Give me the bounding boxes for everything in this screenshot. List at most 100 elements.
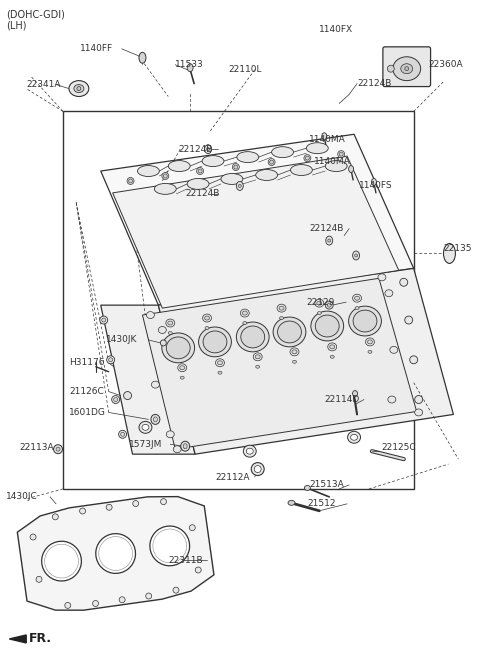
Text: 1140FX: 1140FX (319, 25, 353, 35)
Ellipse shape (142, 424, 149, 430)
Ellipse shape (234, 165, 238, 169)
Ellipse shape (203, 314, 212, 322)
Ellipse shape (80, 508, 85, 514)
Text: 21512: 21512 (307, 500, 336, 508)
Ellipse shape (256, 170, 277, 180)
Ellipse shape (279, 317, 284, 319)
Ellipse shape (133, 501, 139, 507)
Polygon shape (143, 278, 417, 449)
Ellipse shape (180, 441, 190, 451)
Ellipse shape (288, 500, 295, 505)
Ellipse shape (348, 432, 360, 443)
Ellipse shape (368, 340, 372, 344)
Ellipse shape (317, 311, 321, 315)
Text: 1140FF: 1140FF (80, 44, 113, 54)
Ellipse shape (256, 365, 260, 368)
Ellipse shape (355, 296, 360, 300)
Ellipse shape (158, 326, 166, 334)
Text: 1140FS: 1140FS (359, 182, 393, 191)
Text: 22112A: 22112A (215, 473, 250, 481)
Ellipse shape (277, 304, 286, 312)
Ellipse shape (160, 340, 166, 346)
Ellipse shape (240, 309, 249, 317)
Text: 22124B: 22124B (185, 189, 219, 199)
Ellipse shape (387, 65, 394, 72)
Ellipse shape (107, 356, 115, 364)
Text: FR.: FR. (29, 633, 52, 645)
Text: 1430JK: 1430JK (106, 336, 137, 344)
Ellipse shape (236, 182, 243, 191)
Ellipse shape (217, 360, 222, 365)
Ellipse shape (180, 376, 184, 379)
Ellipse shape (173, 446, 181, 453)
Ellipse shape (353, 251, 360, 260)
Ellipse shape (385, 290, 393, 296)
Ellipse shape (168, 321, 173, 325)
Ellipse shape (327, 303, 331, 307)
Ellipse shape (372, 178, 376, 185)
Ellipse shape (393, 57, 420, 80)
Ellipse shape (119, 597, 125, 603)
Text: 22129: 22129 (306, 298, 335, 307)
Ellipse shape (305, 156, 310, 160)
Ellipse shape (42, 541, 82, 581)
Text: 22110L: 22110L (228, 65, 262, 74)
Ellipse shape (106, 504, 112, 510)
Ellipse shape (216, 358, 225, 367)
Ellipse shape (120, 432, 125, 436)
Ellipse shape (304, 155, 311, 161)
Ellipse shape (127, 178, 134, 184)
Polygon shape (158, 268, 454, 454)
Ellipse shape (183, 444, 187, 449)
Ellipse shape (353, 390, 358, 396)
Text: 22124B: 22124B (357, 79, 391, 88)
Ellipse shape (328, 239, 331, 242)
Text: 22135: 22135 (444, 244, 472, 253)
Ellipse shape (255, 355, 260, 358)
Ellipse shape (241, 326, 264, 348)
Ellipse shape (178, 364, 187, 372)
Ellipse shape (239, 184, 241, 187)
Ellipse shape (268, 159, 275, 166)
Ellipse shape (151, 415, 160, 424)
Ellipse shape (166, 431, 174, 438)
Ellipse shape (150, 526, 190, 565)
Ellipse shape (74, 85, 84, 93)
Ellipse shape (444, 244, 456, 263)
Ellipse shape (348, 306, 382, 336)
Ellipse shape (168, 161, 190, 172)
Ellipse shape (218, 371, 222, 374)
Ellipse shape (129, 179, 132, 183)
Ellipse shape (137, 166, 159, 176)
Ellipse shape (304, 485, 311, 490)
Ellipse shape (236, 322, 269, 352)
Ellipse shape (187, 64, 193, 72)
Text: 22124B: 22124B (310, 224, 344, 233)
Ellipse shape (270, 160, 274, 164)
Ellipse shape (353, 295, 361, 302)
Text: 22124B: 22124B (178, 145, 213, 153)
Ellipse shape (290, 165, 312, 176)
Ellipse shape (197, 168, 204, 174)
Ellipse shape (162, 333, 194, 363)
Ellipse shape (279, 306, 284, 310)
Ellipse shape (232, 163, 240, 170)
Ellipse shape (139, 52, 146, 63)
Text: 11533: 11533 (175, 60, 204, 69)
Ellipse shape (328, 343, 336, 351)
Ellipse shape (251, 462, 264, 475)
Ellipse shape (202, 155, 224, 167)
Polygon shape (113, 156, 399, 308)
Ellipse shape (330, 345, 335, 349)
Text: 1430JC: 1430JC (6, 492, 38, 502)
Ellipse shape (168, 332, 172, 334)
Ellipse shape (69, 80, 89, 97)
Text: 22311B: 22311B (168, 556, 203, 565)
Text: 21513A: 21513A (310, 481, 344, 490)
Ellipse shape (102, 318, 106, 322)
Ellipse shape (198, 169, 202, 173)
Ellipse shape (205, 326, 209, 330)
Ellipse shape (273, 317, 306, 347)
Ellipse shape (415, 409, 422, 416)
Ellipse shape (54, 445, 62, 454)
